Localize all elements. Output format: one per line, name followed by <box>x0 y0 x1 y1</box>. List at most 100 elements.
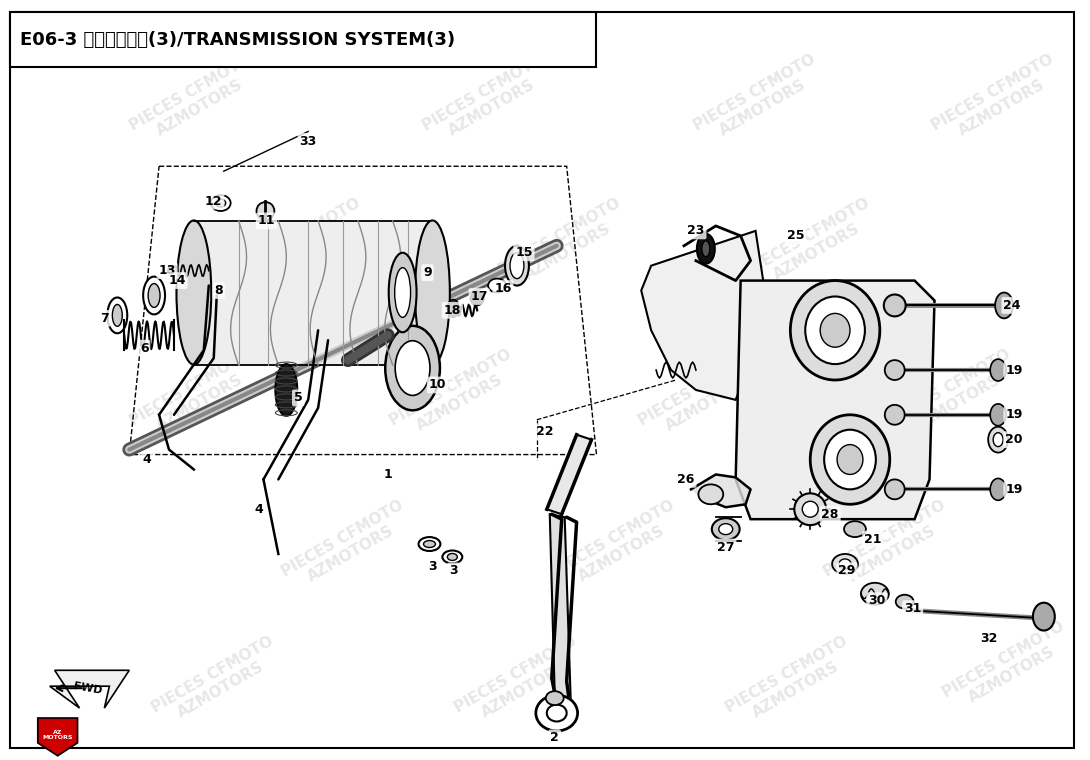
Polygon shape <box>641 231 765 400</box>
Ellipse shape <box>712 518 740 540</box>
Ellipse shape <box>995 293 1013 318</box>
Text: 7: 7 <box>100 312 109 325</box>
Polygon shape <box>547 435 592 515</box>
Ellipse shape <box>993 432 1003 447</box>
Ellipse shape <box>802 502 819 518</box>
Text: 16: 16 <box>495 282 511 295</box>
Ellipse shape <box>806 296 864 364</box>
Ellipse shape <box>824 429 876 489</box>
Text: 3: 3 <box>428 560 437 573</box>
Ellipse shape <box>216 199 226 207</box>
Polygon shape <box>691 474 751 507</box>
Ellipse shape <box>112 305 122 326</box>
Text: PIECES CFMOTO
AZMOTORS: PIECES CFMOTO AZMOTORS <box>387 347 523 444</box>
Ellipse shape <box>470 292 484 306</box>
Text: 28: 28 <box>822 508 839 521</box>
Text: PIECES CFMOTO
AZMOTORS: PIECES CFMOTO AZMOTORS <box>452 634 588 731</box>
Ellipse shape <box>790 280 880 380</box>
Ellipse shape <box>488 279 506 293</box>
Ellipse shape <box>990 359 1006 381</box>
Ellipse shape <box>389 253 416 332</box>
Text: 21: 21 <box>864 533 882 546</box>
Ellipse shape <box>276 364 298 416</box>
Ellipse shape <box>702 241 710 257</box>
Text: PIECES CFMOTO
AZMOTORS: PIECES CFMOTO AZMOTORS <box>549 498 686 595</box>
Text: 3: 3 <box>449 565 458 578</box>
Ellipse shape <box>546 691 564 705</box>
Text: AZ
MOTORS: AZ MOTORS <box>43 730 73 740</box>
Text: PIECES CFMOTO
AZMOTORS: PIECES CFMOTO AZMOTORS <box>886 347 1021 444</box>
Ellipse shape <box>844 521 865 537</box>
Ellipse shape <box>861 583 888 605</box>
Text: 10: 10 <box>428 378 446 391</box>
Ellipse shape <box>177 220 211 365</box>
Polygon shape <box>194 221 433 365</box>
Ellipse shape <box>839 559 851 569</box>
Ellipse shape <box>510 253 524 279</box>
Text: PIECES CFMOTO
AZMOTORS: PIECES CFMOTO AZMOTORS <box>691 52 826 149</box>
Text: 29: 29 <box>838 565 856 578</box>
Text: PIECES CFMOTO
AZMOTORS: PIECES CFMOTO AZMOTORS <box>496 195 631 293</box>
Text: PIECES CFMOTO
AZMOTORS: PIECES CFMOTO AZMOTORS <box>235 195 372 293</box>
Text: 31: 31 <box>904 602 921 615</box>
Ellipse shape <box>1033 603 1055 631</box>
Text: 14: 14 <box>168 274 185 287</box>
Ellipse shape <box>396 340 429 395</box>
Ellipse shape <box>896 595 913 609</box>
Polygon shape <box>549 515 571 698</box>
Text: 19: 19 <box>1005 483 1022 496</box>
Text: 18: 18 <box>444 304 461 317</box>
Ellipse shape <box>990 404 1006 426</box>
Text: 12: 12 <box>205 195 222 207</box>
Text: 33: 33 <box>300 135 317 148</box>
Text: PIECES CFMOTO
AZMOTORS: PIECES CFMOTO AZMOTORS <box>420 52 556 149</box>
Polygon shape <box>736 280 934 519</box>
Text: PIECES CFMOTO
AZMOTORS: PIECES CFMOTO AZMOTORS <box>929 52 1065 149</box>
Text: PIECES CFMOTO
AZMOTORS: PIECES CFMOTO AZMOTORS <box>637 347 772 444</box>
Ellipse shape <box>718 524 732 534</box>
Ellipse shape <box>820 313 850 347</box>
Text: PIECES CFMOTO
AZMOTORS: PIECES CFMOTO AZMOTORS <box>744 195 881 293</box>
Polygon shape <box>38 718 77 755</box>
Ellipse shape <box>447 299 459 318</box>
Ellipse shape <box>989 426 1008 452</box>
Text: 25: 25 <box>787 230 804 242</box>
Ellipse shape <box>419 537 440 551</box>
Ellipse shape <box>415 220 450 365</box>
Text: PIECES CFMOTO
AZMOTORS: PIECES CFMOTO AZMOTORS <box>940 619 1076 716</box>
Ellipse shape <box>832 554 858 574</box>
Text: PIECES CFMOTO
AZMOTORS: PIECES CFMOTO AZMOTORS <box>821 498 956 595</box>
Ellipse shape <box>385 326 440 410</box>
Ellipse shape <box>837 445 863 474</box>
Ellipse shape <box>108 297 128 334</box>
Ellipse shape <box>395 268 411 318</box>
Text: E06-3 换档变速总成(3)/TRANSMISSION SYSTEM(3): E06-3 换档变速总成(3)/TRANSMISSION SYSTEM(3) <box>20 31 455 49</box>
Ellipse shape <box>505 245 529 286</box>
Ellipse shape <box>536 695 578 731</box>
Text: 24: 24 <box>1003 299 1021 312</box>
Ellipse shape <box>795 493 826 525</box>
Text: 4: 4 <box>254 502 263 516</box>
Text: 30: 30 <box>868 594 885 607</box>
Text: PIECES CFMOTO
AZMOTORS: PIECES CFMOTO AZMOTORS <box>128 347 263 444</box>
Text: PIECES CFMOTO
AZMOTORS: PIECES CFMOTO AZMOTORS <box>723 634 859 731</box>
Ellipse shape <box>256 202 275 220</box>
Ellipse shape <box>885 360 905 380</box>
Text: FWD: FWD <box>72 681 102 695</box>
Ellipse shape <box>148 283 160 308</box>
Text: PIECES CFMOTO
AZMOTORS: PIECES CFMOTO AZMOTORS <box>279 498 414 595</box>
Ellipse shape <box>810 415 889 505</box>
Text: 6: 6 <box>140 342 148 355</box>
Bar <box>10 12 596 67</box>
Text: 19: 19 <box>1005 363 1022 376</box>
Text: 32: 32 <box>981 632 997 645</box>
Ellipse shape <box>697 234 715 264</box>
Text: 19: 19 <box>1005 408 1022 421</box>
Text: 4: 4 <box>143 453 152 466</box>
Text: 26: 26 <box>677 473 694 486</box>
Text: PIECES CFMOTO
AZMOTORS: PIECES CFMOTO AZMOTORS <box>149 634 284 731</box>
Text: 15: 15 <box>516 246 533 259</box>
Text: 1: 1 <box>384 468 392 481</box>
Text: 22: 22 <box>536 425 554 439</box>
Ellipse shape <box>547 705 567 721</box>
